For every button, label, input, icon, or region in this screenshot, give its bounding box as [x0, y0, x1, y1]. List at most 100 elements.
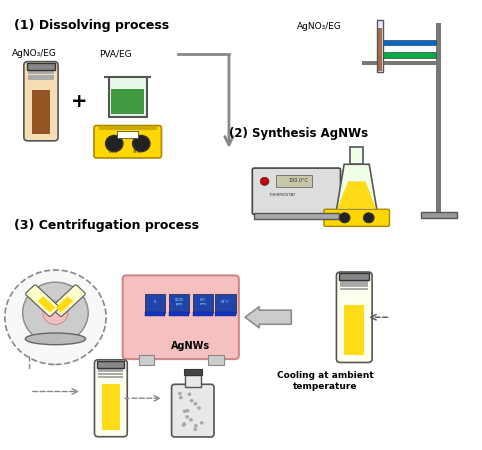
Circle shape [186, 409, 189, 413]
Polygon shape [337, 181, 376, 208]
Bar [28, 69, 54, 72]
Bar [421, 212, 457, 218]
Bar [377, 20, 383, 72]
Circle shape [200, 421, 204, 425]
Bar [208, 355, 224, 365]
Bar [383, 52, 436, 58]
Bar [145, 312, 165, 316]
Circle shape [5, 270, 106, 364]
Bar [98, 364, 123, 367]
Circle shape [339, 213, 350, 223]
Text: 150.0°C: 150.0°C [288, 178, 308, 184]
Bar [99, 126, 157, 130]
Text: AgNWs: AgNWs [171, 341, 210, 351]
Bar [28, 77, 54, 80]
Circle shape [133, 135, 150, 152]
Bar [184, 369, 202, 375]
Text: 0.0
min: 0.0 min [200, 297, 206, 306]
Text: (2) Synthesis AgNWs: (2) Synthesis AgNWs [229, 127, 368, 140]
Bar [254, 213, 338, 219]
Text: PVA/EG: PVA/EG [99, 49, 132, 58]
Bar [169, 294, 189, 313]
Bar [145, 294, 165, 313]
FancyBboxPatch shape [253, 168, 340, 215]
Text: TEMP: TEMP [107, 150, 119, 154]
FancyBboxPatch shape [94, 360, 127, 436]
Text: (3) Centrifugation process: (3) Centrifugation process [14, 219, 200, 232]
Circle shape [183, 410, 187, 413]
Bar [32, 90, 50, 134]
FancyBboxPatch shape [24, 62, 58, 141]
Bar [169, 312, 189, 316]
Bar [55, 296, 73, 313]
Bar [102, 384, 120, 429]
Bar [276, 175, 312, 187]
FancyBboxPatch shape [172, 384, 214, 437]
Text: Cooling at ambient
temperature: Cooling at ambient temperature [277, 371, 374, 391]
Bar [340, 277, 368, 279]
Bar [339, 274, 369, 280]
Ellipse shape [25, 333, 86, 345]
Circle shape [194, 402, 198, 405]
Text: AgNO₃/EG: AgNO₃/EG [296, 22, 341, 31]
Text: AgNO₃/EG: AgNO₃/EG [12, 49, 57, 58]
FancyBboxPatch shape [122, 275, 239, 359]
Bar [28, 72, 54, 74]
Bar [97, 361, 124, 368]
Polygon shape [336, 164, 377, 210]
FancyArrowPatch shape [245, 307, 291, 328]
Text: (1) Dissolving process: (1) Dissolving process [14, 19, 170, 32]
Bar [340, 283, 368, 285]
Bar [193, 312, 213, 316]
Text: 27°C: 27°C [221, 300, 230, 304]
Circle shape [43, 301, 68, 324]
Bar [38, 296, 55, 313]
Text: 0000
rpm: 0000 rpm [174, 297, 183, 306]
Circle shape [106, 135, 123, 152]
Circle shape [182, 422, 186, 426]
Bar [27, 63, 55, 70]
Bar [340, 288, 368, 290]
Bar [215, 294, 236, 313]
Circle shape [197, 406, 201, 410]
FancyBboxPatch shape [109, 77, 147, 117]
FancyBboxPatch shape [94, 126, 161, 158]
Bar [215, 312, 236, 316]
Bar [383, 40, 436, 45]
Circle shape [178, 392, 182, 396]
Bar [98, 370, 123, 373]
Text: STIR: STIR [133, 150, 142, 154]
Circle shape [193, 428, 197, 431]
Bar [111, 89, 144, 114]
FancyBboxPatch shape [336, 272, 372, 363]
Circle shape [363, 213, 374, 223]
Text: THERMOSTAT: THERMOSTAT [269, 193, 295, 197]
Bar [378, 28, 382, 71]
Circle shape [260, 177, 269, 185]
Text: +: + [71, 92, 88, 111]
FancyBboxPatch shape [26, 285, 59, 316]
Bar [350, 147, 363, 164]
Circle shape [190, 399, 194, 402]
Bar [340, 285, 368, 288]
Circle shape [187, 392, 191, 396]
Circle shape [182, 423, 186, 427]
Bar [193, 294, 213, 313]
Bar [28, 75, 54, 77]
Text: S: S [154, 300, 156, 304]
Bar [98, 367, 123, 370]
FancyBboxPatch shape [52, 285, 85, 316]
FancyBboxPatch shape [324, 209, 389, 226]
Bar [185, 375, 201, 387]
Bar [98, 373, 123, 375]
Circle shape [189, 418, 193, 422]
Bar [117, 131, 138, 138]
Circle shape [194, 424, 198, 428]
Circle shape [23, 282, 88, 343]
Circle shape [185, 415, 189, 419]
Bar [139, 355, 154, 365]
Bar [340, 280, 368, 282]
Bar [98, 375, 123, 378]
Bar [436, 22, 441, 218]
Bar [28, 67, 54, 69]
